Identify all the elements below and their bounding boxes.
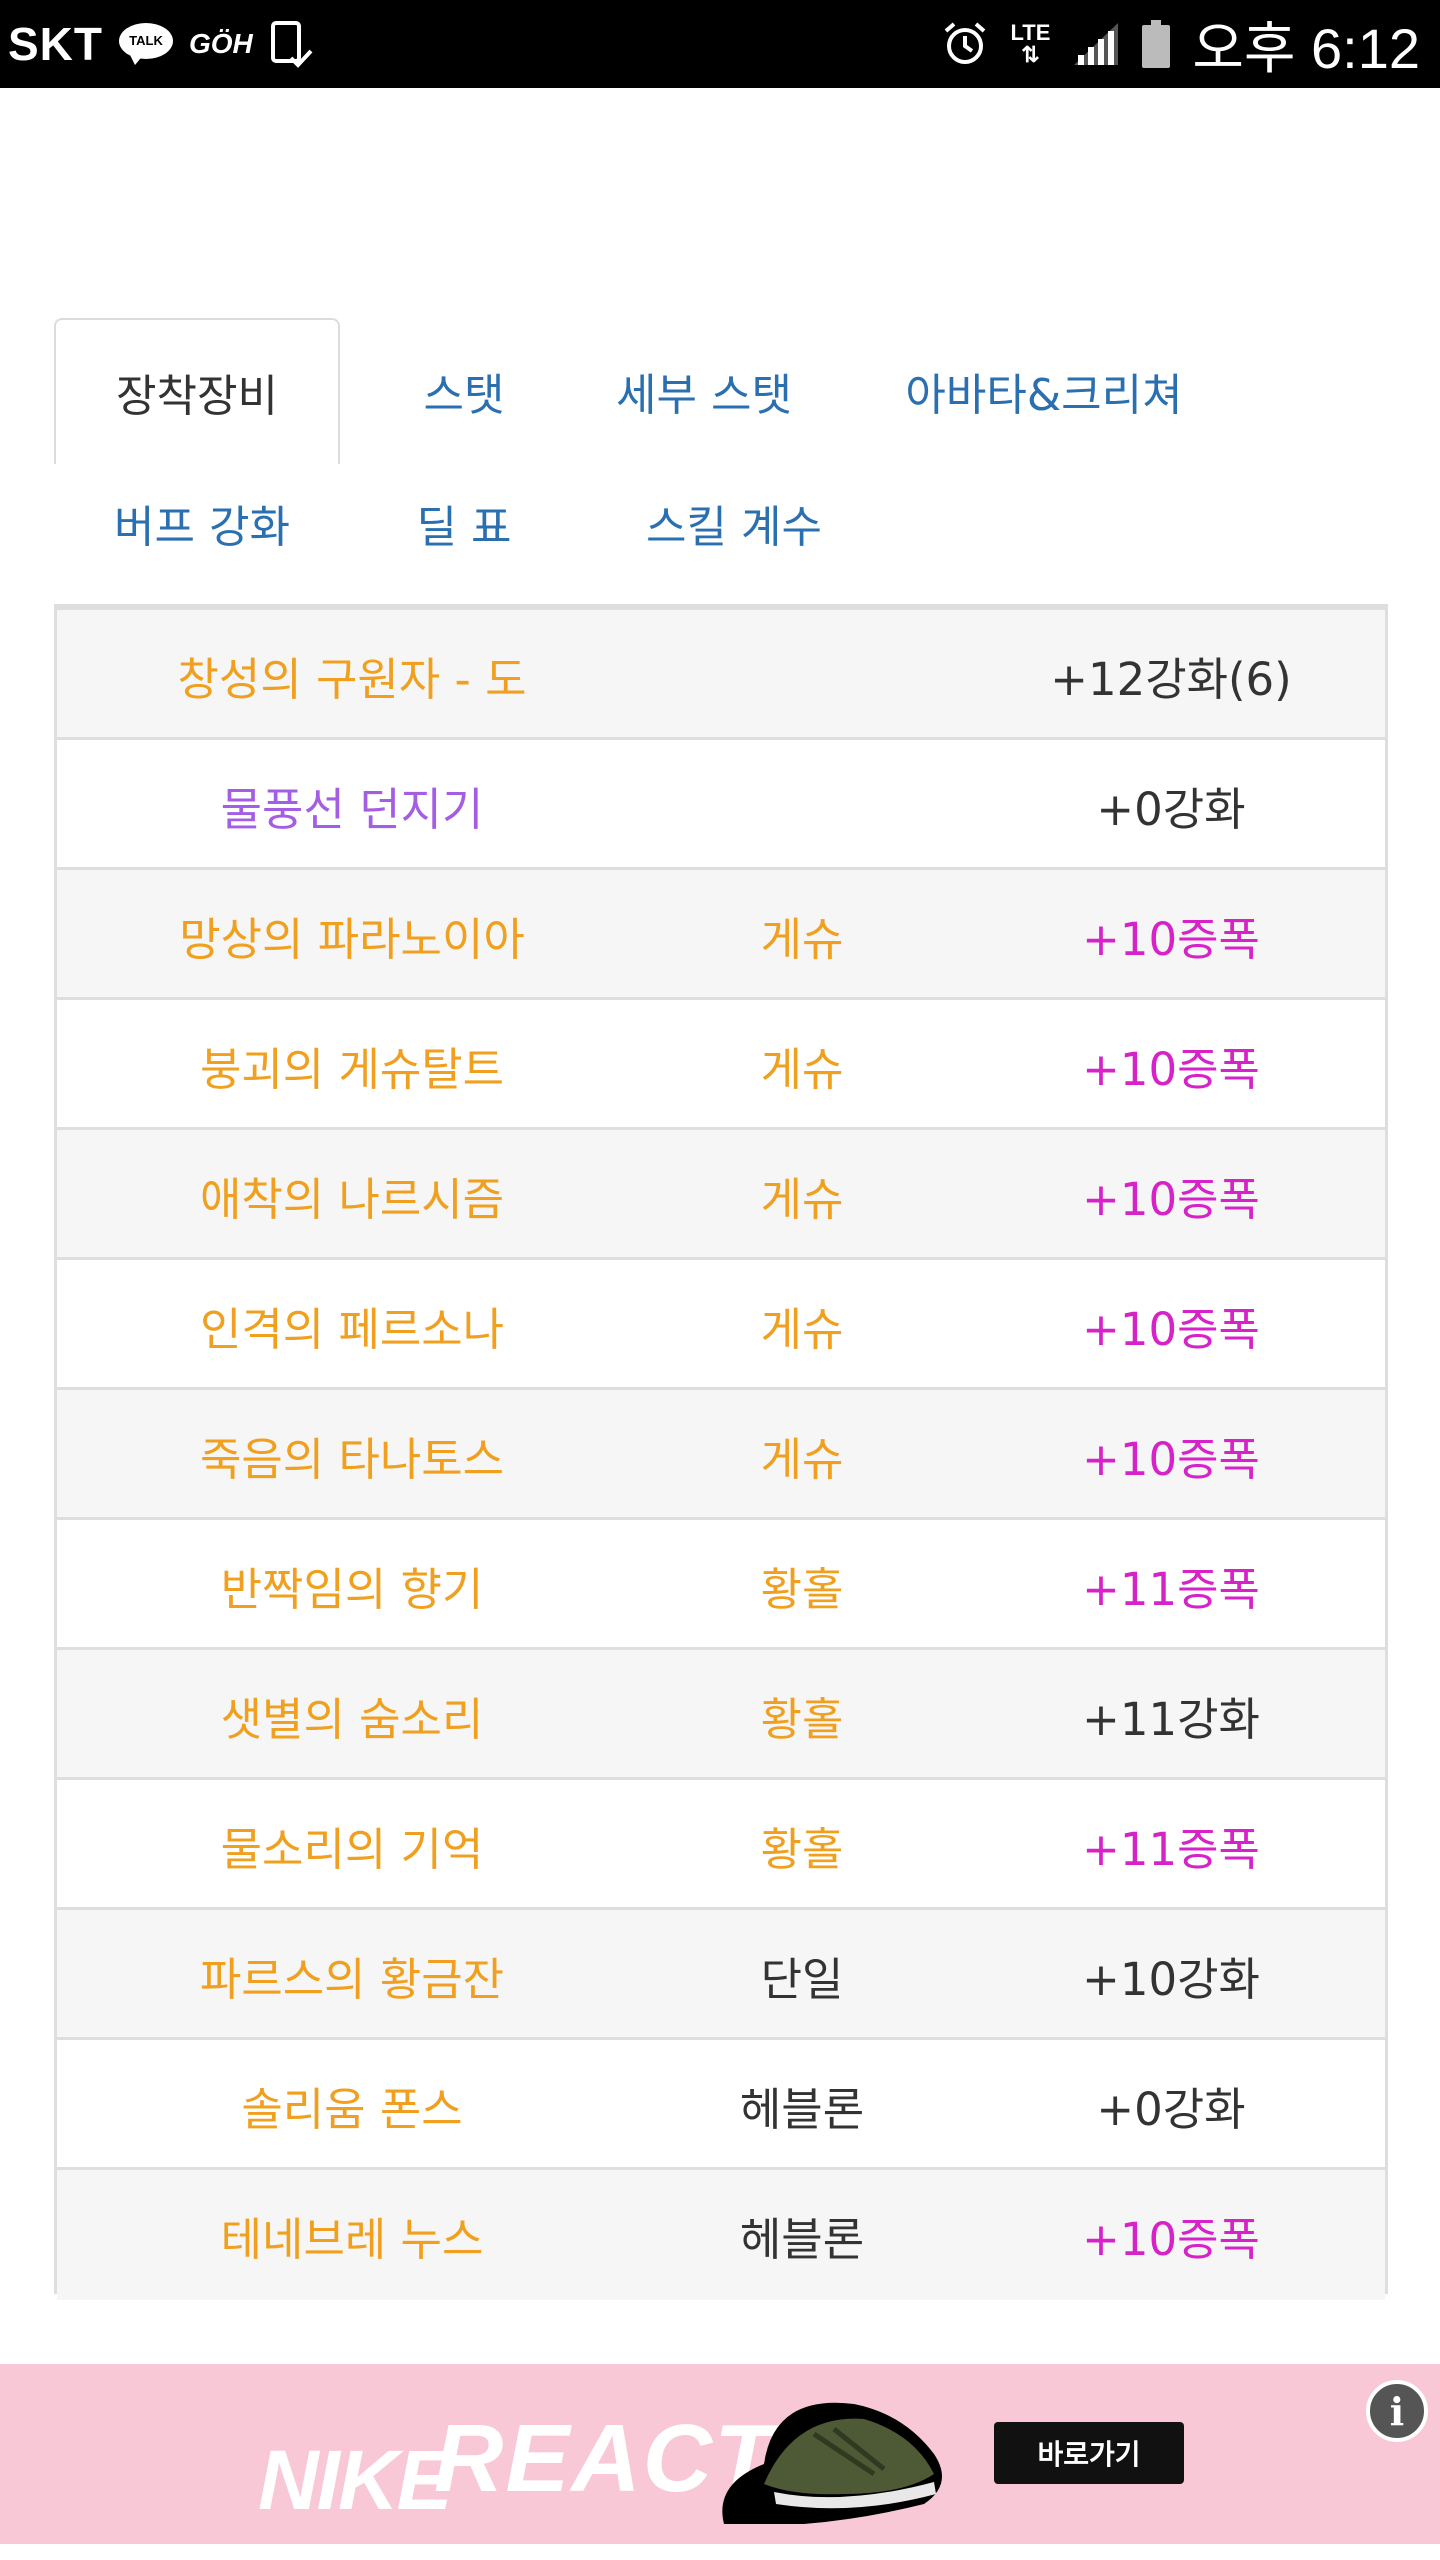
item-set: 게슈 <box>760 912 844 966</box>
item-set: 황홀 <box>760 1692 844 1746</box>
item-name[interactable]: 샛별의 숨소리 <box>220 1692 484 1746</box>
item-name[interactable]: 창성의 구원자 - 도 <box>177 652 527 706</box>
table-row: 파르스의 황금잔 단일 +10강화 <box>57 1910 1385 2040</box>
item-upgrade: +0강화 <box>1096 782 1246 836</box>
table-row: 망상의 파라노이아 게슈 +10증폭 <box>57 870 1385 1000</box>
item-set: 게슈 <box>760 1172 844 1226</box>
table-row: 반짝임의 향기 황홀 +11증폭 <box>57 1520 1385 1650</box>
tab-stats[interactable]: 스탯 <box>423 370 505 421</box>
tab-avatar-creature[interactable]: 아바타&크리쳐 <box>905 370 1183 421</box>
item-set: 헤블론 <box>739 2082 865 2136</box>
shoe-image <box>722 2402 942 2524</box>
ad-brand: NIKE <box>258 2433 453 2527</box>
item-set: 게슈 <box>760 1042 844 1096</box>
item-upgrade: +10증폭 <box>1082 2212 1260 2266</box>
battery-icon <box>1142 20 1171 68</box>
table-row: 죽음의 타나토스 게슈 +10증폭 <box>57 1390 1385 1520</box>
ad-banner[interactable]: NIKE REACT 바로가기 i <box>0 2364 1440 2544</box>
info-icon[interactable]: i <box>1366 2380 1428 2442</box>
item-name[interactable]: 파르스의 황금잔 <box>199 1952 505 2006</box>
clock: 오후 6:12 <box>1192 16 1420 80</box>
item-name[interactable]: 인격의 페르소나 <box>199 1302 505 1356</box>
table-row: 애착의 나르시즘 게슈 +10증폭 <box>57 1130 1385 1260</box>
goh-icon: GÖH <box>189 28 253 59</box>
item-set: 게슈 <box>760 1302 844 1356</box>
item-set: 게슈 <box>760 1432 844 1486</box>
item-upgrade: +10증폭 <box>1082 912 1260 966</box>
item-upgrade: +10강화 <box>1082 1952 1260 2006</box>
table-row: 물소리의 기억 황홀 +11증폭 <box>57 1780 1385 1910</box>
tab-skill-coefficient[interactable]: 스킬 계수 <box>646 502 822 553</box>
tab-detail-stats[interactable]: 세부 스탯 <box>616 370 792 421</box>
item-set <box>647 610 957 740</box>
item-set: 단일 <box>760 1952 844 2006</box>
item-set: 황홀 <box>760 1562 844 1616</box>
item-upgrade: +10증폭 <box>1082 1042 1260 1096</box>
item-upgrade: +11증폭 <box>1082 1822 1260 1876</box>
item-name[interactable]: 테네브레 누스 <box>220 2212 484 2266</box>
go-button[interactable]: 바로가기 <box>994 2422 1184 2484</box>
item-upgrade: +12강화(6) <box>1050 652 1292 706</box>
item-name[interactable]: 솔리움 폰스 <box>241 2082 463 2136</box>
item-name[interactable]: 반짝임의 향기 <box>220 1562 484 1616</box>
signal-icon <box>1074 23 1119 65</box>
tab-buff-enhance[interactable]: 버프 강화 <box>114 502 290 553</box>
kakaotalk-icon: TALK <box>119 21 173 67</box>
item-upgrade: +0강화 <box>1096 2082 1246 2136</box>
item-upgrade: +10증폭 <box>1082 1172 1260 1226</box>
table-row: 붕괴의 게슈탈트 게슈 +10증폭 <box>57 1000 1385 1130</box>
network-label: LTE <box>1010 20 1051 45</box>
tab-damage-table[interactable]: 딜 표 <box>416 502 512 553</box>
ad-bottom-strip <box>0 2544 1440 2560</box>
ad-product: REACT <box>434 2405 775 2512</box>
item-name[interactable]: 망상의 파라노이아 <box>179 912 525 966</box>
phone-check-icon <box>270 21 313 68</box>
item-set: 황홀 <box>760 1822 844 1876</box>
item-name[interactable]: 죽음의 타나토스 <box>199 1432 505 1486</box>
equipment-table: 창성의 구원자 - 도 +12강화(6) 물풍선 던지기 +0강화 망상의 파라노이아 게… <box>54 604 1388 2300</box>
talk-badge-text: TALK <box>129 33 163 48</box>
data-arrows-icon: ⇅ <box>1021 42 1040 67</box>
table-row: 테네브레 누스 헤블론 +10증폭 <box>57 2170 1385 2300</box>
table-row: 창성의 구원자 - 도 +12강화(6) <box>57 610 1385 740</box>
item-upgrade: +11증폭 <box>1082 1562 1260 1616</box>
table-row: 솔리움 폰스 헤블론 +0강화 <box>57 2040 1385 2170</box>
table-row: 인격의 페르소나 게슈 +10증폭 <box>57 1260 1385 1390</box>
item-upgrade: +11강화 <box>1082 1692 1260 1746</box>
tab-equipment[interactable]: 장착장비 <box>54 318 340 464</box>
lte-icon: LTE ⇅ <box>1010 22 1050 66</box>
item-set: 헤블론 <box>739 2212 865 2266</box>
table-row: 물풍선 던지기 +0강화 <box>57 740 1385 870</box>
item-upgrade: +10증폭 <box>1082 1432 1260 1486</box>
item-name[interactable]: 애착의 나르시즘 <box>199 1172 505 1226</box>
item-name[interactable]: 물풍선 던지기 <box>220 782 484 836</box>
item-upgrade: +10증폭 <box>1082 1302 1260 1356</box>
carrier-name: SKT <box>8 18 103 70</box>
table-row: 샛별의 숨소리 황홀 +11강화 <box>57 1650 1385 1780</box>
status-bar: SKT TALK GÖH LTE ⇅ 오후 6: <box>0 0 1440 88</box>
item-name[interactable]: 물소리의 기억 <box>220 1822 484 1876</box>
item-name[interactable]: 붕괴의 게슈탈트 <box>199 1042 505 1096</box>
item-set <box>647 740 957 870</box>
alarm-icon <box>945 22 986 64</box>
